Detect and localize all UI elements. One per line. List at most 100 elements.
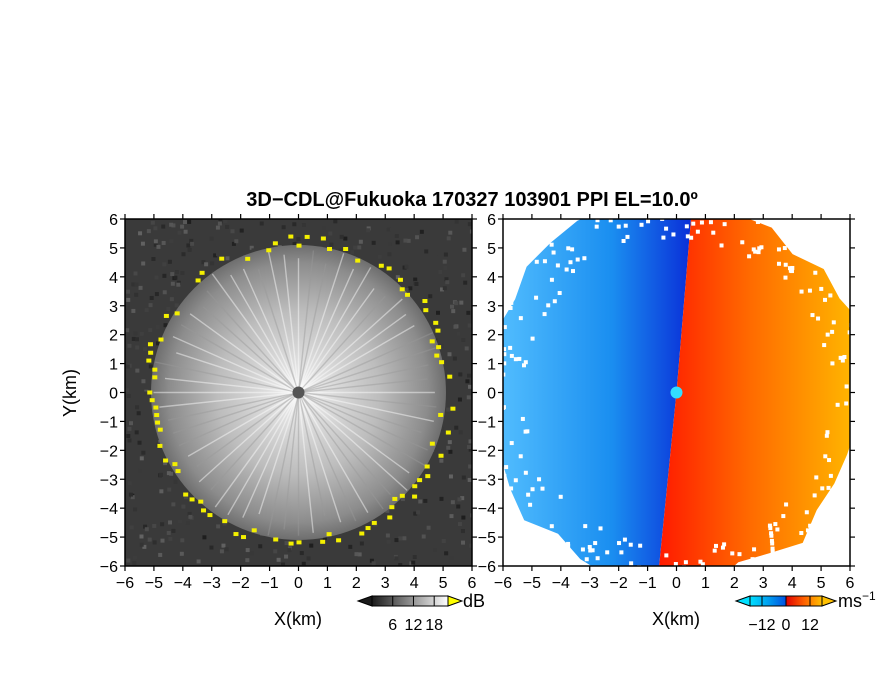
vel-speckle-pixel	[830, 329, 835, 334]
snr-ray	[187, 391, 299, 457]
vel-speckle-pixel	[752, 547, 757, 552]
snr-noise-pixel	[444, 551, 449, 556]
snr-noise-pixel	[134, 430, 139, 435]
snr-noise-pixel	[161, 240, 166, 245]
snr-colorbar-bar	[371, 595, 449, 607]
snr-ray	[298, 378, 428, 394]
snr-noise-pixel	[215, 252, 220, 257]
vel-speckle-pixel	[528, 502, 533, 507]
vel-speckle-pixel	[504, 465, 509, 470]
snr-noise-pixel	[469, 229, 472, 234]
snr-noise-pixel	[168, 536, 173, 541]
snr-noise-pixel	[306, 556, 311, 561]
vel-speckle-pixel	[799, 289, 804, 294]
snr-ray	[206, 290, 300, 393]
snr-noise-pixel	[328, 231, 333, 236]
snr-noise-pixel	[371, 561, 376, 566]
snr-saturated-pixel	[439, 360, 445, 365]
snr-ray	[210, 392, 300, 491]
vel-speckle-pixel	[594, 224, 599, 229]
snr-noise-pixel	[146, 229, 151, 234]
snr-noise-pixel	[141, 450, 146, 455]
vel-speckle-pixel	[708, 220, 713, 225]
snr-noise-pixel	[424, 249, 429, 254]
vel-speckle-pixel	[823, 297, 828, 302]
snr-noise-pixel	[449, 514, 454, 519]
snr-ray	[298, 391, 426, 467]
snr-noise-pixel	[138, 468, 143, 473]
y-tick-label: −2	[478, 443, 496, 460]
y-tick-label: 0	[487, 386, 496, 403]
snr-ray	[298, 391, 437, 408]
vel-speckle-pixel	[534, 295, 539, 300]
snr-noise-pixel	[343, 236, 348, 241]
snr-saturated-pixel	[320, 236, 326, 241]
snr-noise-pixel	[187, 247, 192, 252]
vel-speckle-pixel	[540, 486, 545, 491]
snr-saturated-pixel	[152, 375, 158, 380]
snr-noise-pixel	[224, 547, 229, 552]
vel-speckle-pixel	[770, 549, 775, 554]
snr-noise-pixel	[287, 548, 292, 553]
snr-noise-pixel	[469, 543, 472, 548]
snr-noise-pixel	[413, 511, 418, 516]
vel-speckle-pixel	[831, 320, 836, 325]
vel-speckle-pixel	[782, 246, 787, 251]
vel-speckle-pixel	[720, 545, 725, 550]
snr-noise-pixel	[127, 438, 132, 443]
snr-saturated-pixel	[288, 234, 294, 239]
vel-speckle-pixel	[776, 261, 781, 266]
vel-speckle-pixel	[804, 510, 809, 515]
snr-noise-pixel	[454, 301, 459, 306]
snr-saturated-pixel	[152, 367, 158, 372]
vel-speckle-pixel	[757, 246, 762, 251]
snr-saturated-pixel	[320, 539, 326, 544]
snr-saturated-pixel	[434, 353, 440, 358]
snr-noise-pixel	[419, 229, 424, 234]
snr-ray	[298, 391, 422, 434]
vel-speckle-pixel	[822, 343, 827, 348]
snr-noise-pixel	[143, 391, 148, 396]
snr-noise-pixel	[230, 229, 235, 234]
vel-speckle-pixel	[639, 213, 643, 217]
vel-speckle-pixel	[828, 293, 833, 298]
snr-colorbar-under-arrow	[356, 595, 373, 607]
vel-speckle-pixel	[583, 524, 588, 529]
vel-speckle-pixel	[684, 224, 689, 229]
snr-ray	[297, 392, 314, 533]
vel-speckle-pixel	[840, 489, 845, 494]
snr-noise-pixel	[133, 507, 138, 512]
colorbar-tick-label: 6	[388, 617, 397, 634]
snr-noise-pixel	[426, 525, 431, 530]
vel-speckle-pixel	[552, 299, 557, 304]
snr-saturated-pixel	[195, 278, 201, 283]
snr-noise-pixel	[457, 497, 462, 502]
snr-ray	[297, 268, 355, 393]
snr-noise-pixel	[126, 393, 131, 398]
vel-speckle-pixel	[825, 332, 830, 337]
snr-noise-pixel	[452, 356, 457, 361]
snr-noise-pixel	[180, 224, 185, 229]
snr-noise-pixel	[415, 235, 420, 240]
vel-speckle-pixel	[775, 527, 780, 532]
y-tick-label: −3	[478, 472, 496, 489]
snr-ray	[258, 392, 300, 515]
snr-ray	[298, 313, 407, 394]
snr-noise-pixel	[292, 222, 297, 227]
snr-saturated-pixel	[147, 390, 153, 395]
snr-saturated-pixel	[266, 248, 272, 253]
snr-noise-pixel	[169, 297, 174, 302]
vel-speckle-pixel	[759, 245, 764, 250]
snr-noise-pixel	[338, 248, 343, 253]
vel-speckle-pixel	[846, 490, 850, 495]
snr-noise-pixel	[170, 272, 175, 277]
snr-noise-pixel	[402, 536, 407, 541]
vel-speckle-pixel	[508, 306, 513, 311]
x-tick-label: 6	[468, 575, 477, 592]
snr-ray	[297, 263, 327, 393]
vel-speckle-pixel	[661, 235, 666, 240]
vel-speckle-pixel	[784, 232, 789, 237]
snr-noise-pixel	[131, 282, 136, 287]
snr-colorbar: 6 12 18 dB	[356, 591, 485, 634]
snr-noise-pixel	[139, 331, 144, 336]
